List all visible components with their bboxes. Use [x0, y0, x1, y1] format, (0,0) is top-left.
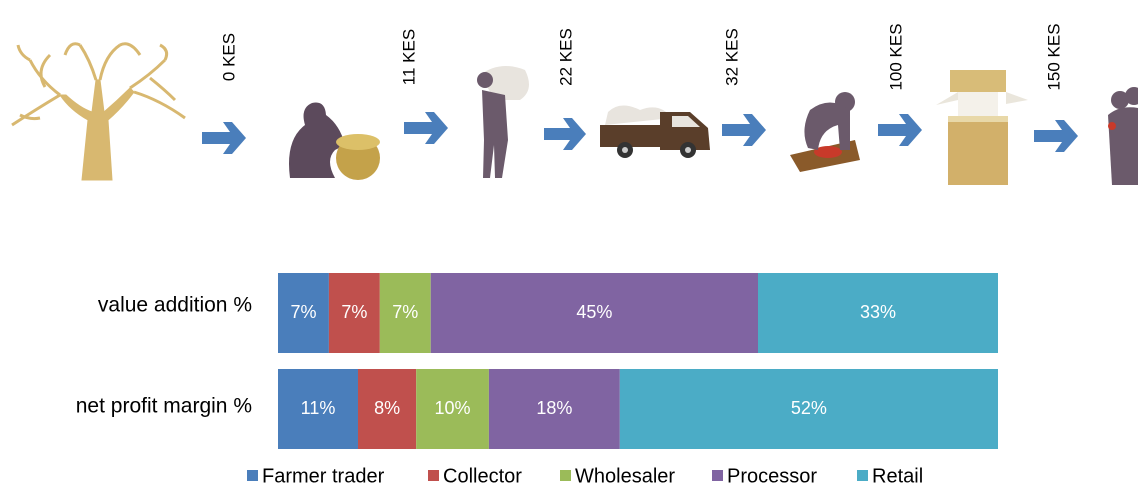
price-label: 11 KES	[399, 29, 418, 85]
legend-label: Wholesaler	[575, 465, 675, 485]
processor-icon	[790, 92, 860, 172]
value-label: 8%	[374, 398, 400, 418]
collector-icon	[477, 66, 529, 178]
legend-label: Collector	[443, 465, 522, 485]
category-label: value addition %	[98, 294, 252, 317]
legend-swatch	[857, 470, 868, 481]
price-label: 0 KES	[219, 33, 238, 81]
wholesaler-icon	[600, 105, 710, 158]
price-label: 100 KES	[886, 23, 905, 90]
value-label: 52%	[791, 398, 827, 418]
legend-label: Processor	[727, 465, 817, 485]
arrow	[722, 114, 766, 146]
value-label: 45%	[576, 302, 612, 322]
legend-swatch	[428, 470, 439, 481]
consumer-icon	[1108, 87, 1138, 185]
legend-label: Retail	[872, 465, 923, 485]
legend-swatch	[560, 470, 571, 481]
price-label: 150 KES	[1044, 23, 1063, 90]
value-label: 11%	[301, 398, 336, 418]
infographic: 0 KES 11 KES 22 KES 32 KES 100 KES 150 KES val…	[0, 0, 1138, 485]
arrow	[202, 122, 246, 154]
arrow	[1034, 120, 1078, 152]
price-label: 22 KES	[556, 28, 575, 86]
value-label: 10%	[435, 398, 471, 418]
farmer-icon	[289, 103, 380, 181]
tree-icon	[12, 44, 185, 180]
price-label: 32 KES	[722, 28, 741, 86]
value-label: 33%	[860, 302, 896, 322]
arrow	[404, 112, 448, 144]
legend-swatch	[712, 470, 723, 481]
value-label: 18%	[536, 398, 572, 418]
legend-label: Farmer trader	[262, 465, 385, 485]
arrow	[878, 114, 922, 146]
category-label: net profit margin %	[76, 395, 252, 418]
value-label: 7%	[290, 302, 316, 322]
legend-swatch	[247, 470, 258, 481]
value-label: 7%	[392, 302, 418, 322]
value-label: 7%	[341, 302, 367, 322]
arrow	[544, 118, 586, 150]
retail-icon	[936, 70, 1028, 185]
